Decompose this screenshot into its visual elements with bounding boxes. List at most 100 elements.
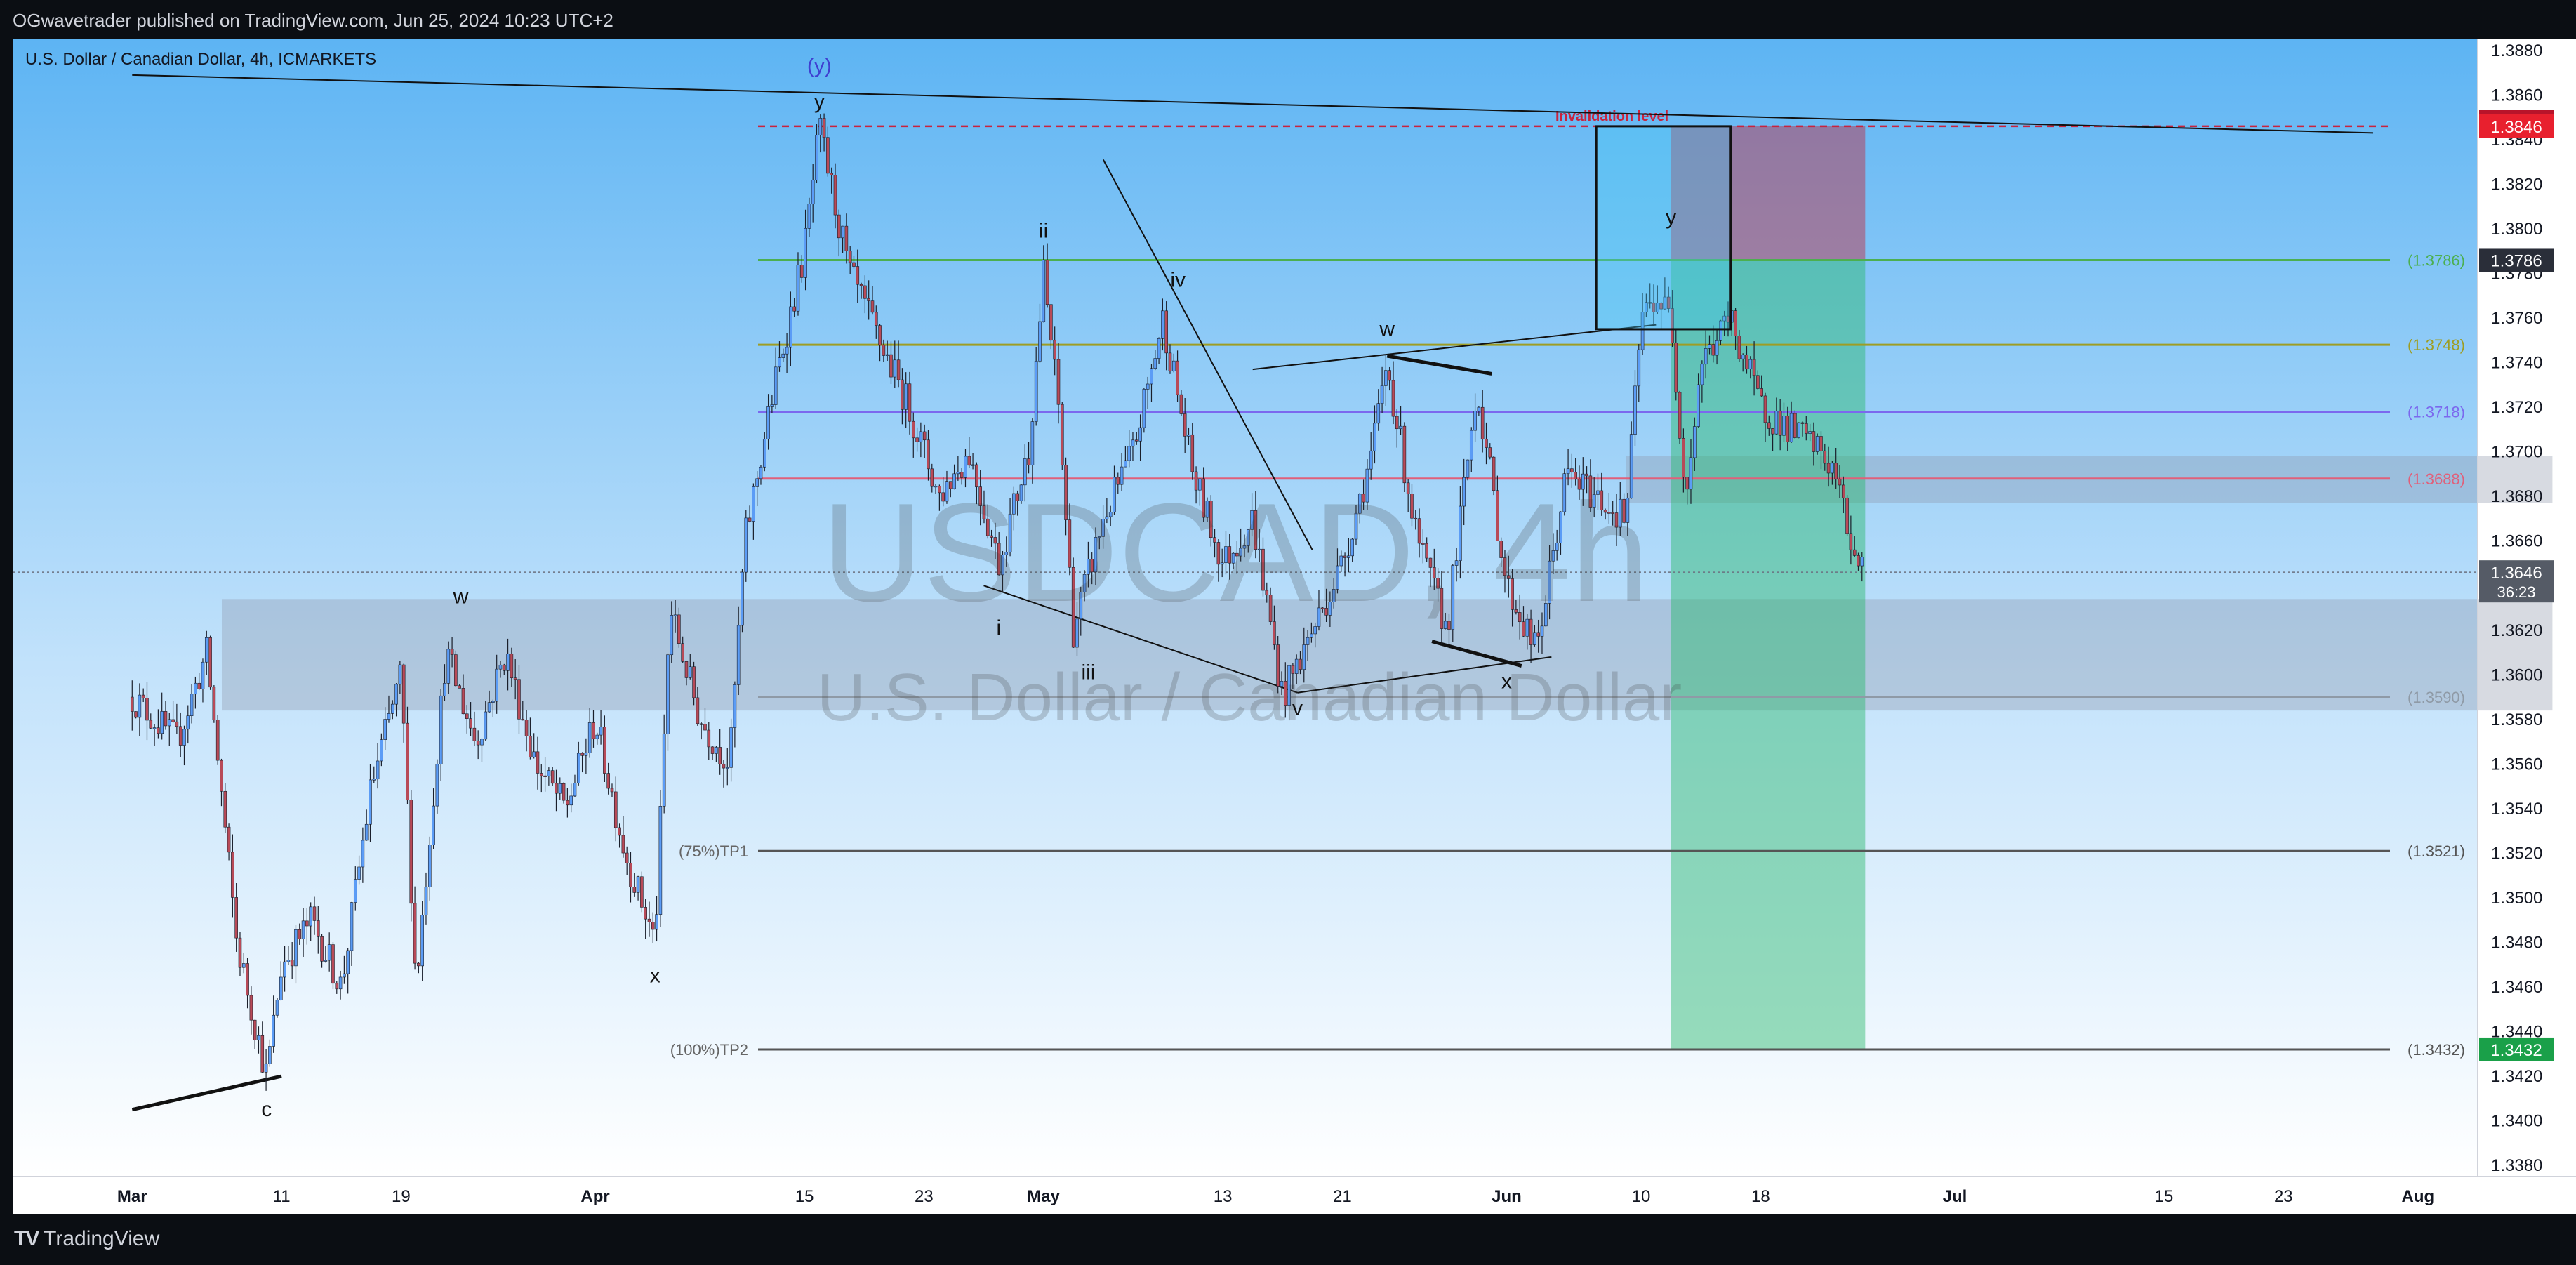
- candle-body: [1384, 370, 1388, 386]
- candle-body: [1179, 394, 1183, 414]
- trendline: [983, 585, 1298, 694]
- candle-body: [922, 431, 927, 441]
- candle-body: [1849, 533, 1853, 550]
- candle-body: [283, 961, 286, 978]
- candle-body: [1023, 458, 1027, 486]
- candle-body: [1459, 505, 1462, 562]
- candle-body: [145, 698, 149, 721]
- candle-body: [1138, 427, 1142, 442]
- candle-body: [1120, 466, 1124, 485]
- price-axis-background: [2478, 39, 2576, 1177]
- tp-label: (100%)TP2: [670, 1041, 748, 1059]
- candle-body: [346, 950, 350, 974]
- candle-body: [547, 770, 551, 776]
- candle-body: [320, 936, 324, 962]
- candle-body: [1268, 595, 1273, 622]
- candle-body: [799, 265, 804, 278]
- candle-body: [387, 713, 391, 720]
- candle-body: [1216, 542, 1221, 565]
- candle-body: [841, 225, 844, 239]
- candle-body: [521, 719, 525, 721]
- time-tick: 11: [273, 1187, 291, 1206]
- candle-body: [1428, 557, 1433, 568]
- candle-body: [901, 379, 904, 410]
- candle-body: [1626, 498, 1630, 523]
- candle-body: [938, 486, 941, 494]
- candle-body: [636, 876, 640, 893]
- price-badge-text: 1.3786: [2490, 251, 2542, 270]
- candle-body: [558, 783, 562, 794]
- candle-body: [201, 661, 205, 689]
- candle-body: [513, 677, 517, 680]
- candle-body: [1261, 548, 1265, 591]
- candle-body: [1860, 557, 1864, 567]
- candle-body: [469, 718, 472, 729]
- candle-body: [736, 625, 741, 685]
- candle-body: [450, 649, 454, 655]
- candle-body: [1049, 304, 1053, 341]
- candle-body: [1157, 338, 1161, 359]
- candle-body: [305, 920, 309, 927]
- candle-body: [621, 835, 625, 854]
- candle-body: [324, 960, 328, 962]
- candle-body: [1692, 426, 1697, 458]
- candle-body: [406, 722, 409, 801]
- candle-body: [1339, 555, 1343, 567]
- candle-body: [580, 753, 584, 756]
- wave-label: (y): [807, 55, 832, 78]
- time-tick: 15: [2155, 1187, 2174, 1206]
- publisher-header: OGwavetrader published on TradingView.co…: [0, 0, 2576, 39]
- candle-body: [1056, 359, 1061, 405]
- wave-label: v: [1292, 696, 1303, 720]
- candle-body: [1425, 543, 1428, 559]
- candle-body: [562, 783, 566, 801]
- time-tick: 23: [915, 1187, 934, 1206]
- trendline: [1252, 324, 1657, 371]
- candle-body: [826, 137, 830, 174]
- candle-body: [1633, 385, 1637, 435]
- candle-body: [573, 783, 577, 797]
- tp-label: (75%)TP1: [679, 842, 748, 860]
- candle-body: [919, 431, 923, 442]
- candle-body: [1760, 388, 1763, 397]
- candle-body: [1689, 457, 1693, 490]
- candle-body: [264, 1063, 268, 1073]
- price-chart[interactable]: (1.3786) (1.3748) (1.3718) (1.3688) (1.3590)…: [0, 39, 2576, 1214]
- candle-body: [599, 727, 603, 736]
- wave-label: y: [814, 90, 825, 113]
- candle-body: [260, 1035, 265, 1073]
- candle-body: [454, 654, 458, 687]
- candle-body: [1666, 296, 1671, 309]
- candle-body: [331, 944, 335, 984]
- candle-body: [1640, 312, 1645, 350]
- price-tick: 1.3400: [2491, 1112, 2542, 1131]
- candle-body: [309, 906, 312, 927]
- candle-body: [1570, 468, 1574, 473]
- candle-body: [1496, 490, 1499, 541]
- candle-body: [1462, 477, 1466, 507]
- candle-body: [971, 464, 975, 466]
- candle-body: [495, 668, 498, 702]
- wave-label: iii: [1082, 661, 1096, 684]
- candle-body: [231, 852, 234, 898]
- candle-body: [1652, 302, 1656, 312]
- candle-body: [204, 637, 208, 663]
- candle-body: [684, 661, 689, 678]
- wave-label: x: [650, 965, 660, 988]
- price-tick: 1.3680: [2491, 487, 2542, 506]
- candle-body: [1357, 494, 1362, 514]
- candle-body: [1838, 478, 1842, 486]
- wave-label: y: [1666, 206, 1676, 230]
- candle-body: [1294, 658, 1299, 674]
- candle-body: [576, 753, 580, 783]
- candle-body: [1324, 608, 1328, 616]
- candle-body: [1317, 607, 1321, 627]
- candle-body: [707, 729, 711, 748]
- candle-body: [160, 711, 164, 734]
- candle-body: [859, 284, 863, 286]
- candle-body: [878, 325, 882, 345]
- candle-body: [480, 739, 484, 746]
- candle-body: [1224, 546, 1228, 564]
- price-tick: 1.3720: [2491, 398, 2542, 417]
- candle-body: [1659, 303, 1663, 310]
